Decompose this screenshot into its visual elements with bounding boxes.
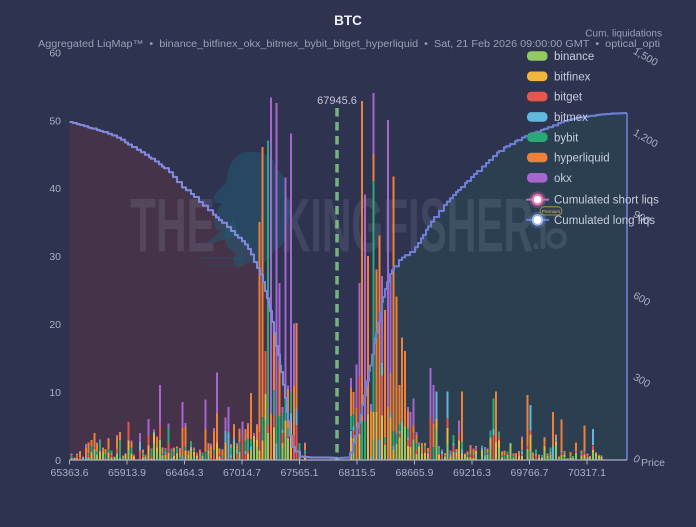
svg-text:70317.1: 70317.1 xyxy=(568,467,606,479)
svg-text:65913.9: 65913.9 xyxy=(108,467,146,479)
svg-text:30: 30 xyxy=(49,251,61,263)
svg-text:Cumulated short liqs: Cumulated short liqs xyxy=(554,195,659,207)
svg-text:67565.1: 67565.1 xyxy=(281,467,319,479)
svg-text:bitget: bitget xyxy=(554,92,583,104)
svg-text:binance: binance xyxy=(554,51,594,63)
svg-text:10: 10 xyxy=(49,387,61,399)
svg-text:67945.6: 67945.6 xyxy=(317,95,357,107)
svg-text:50: 50 xyxy=(49,115,61,127)
svg-text:66464.3: 66464.3 xyxy=(166,467,204,479)
svg-text:Price: Price xyxy=(641,457,665,469)
svg-text:67014.7: 67014.7 xyxy=(223,467,261,479)
svg-text:Premium: Premium xyxy=(542,209,561,214)
svg-text:0: 0 xyxy=(55,455,61,467)
svg-text:bybit: bybit xyxy=(554,132,579,144)
svg-text:68115.5: 68115.5 xyxy=(338,467,375,479)
svg-text:68665.9: 68665.9 xyxy=(396,467,434,479)
svg-text:bitmex: bitmex xyxy=(554,112,588,124)
svg-text:Aggregated LiqMap™ • binance: Aggregated LiqMap™ • binance_bitfinex_ok… xyxy=(38,39,660,50)
svg-text:BTC: BTC xyxy=(334,13,362,28)
svg-text:hyperliquid: hyperliquid xyxy=(554,153,610,165)
svg-text:Cumulated long liqs: Cumulated long liqs xyxy=(554,215,655,227)
svg-text:69766.7: 69766.7 xyxy=(511,467,549,479)
svg-text:bitfinex: bitfinex xyxy=(554,71,591,83)
svg-text:65363.6: 65363.6 xyxy=(51,467,89,479)
svg-text:Cum. liquidations: Cum. liquidations xyxy=(585,29,662,40)
svg-text:20: 20 xyxy=(49,319,61,331)
svg-text:okx: okx xyxy=(554,173,572,185)
svg-text:69216.3: 69216.3 xyxy=(453,467,491,479)
svg-text:40: 40 xyxy=(49,183,61,195)
svg-text:THE: THE xyxy=(130,184,215,269)
